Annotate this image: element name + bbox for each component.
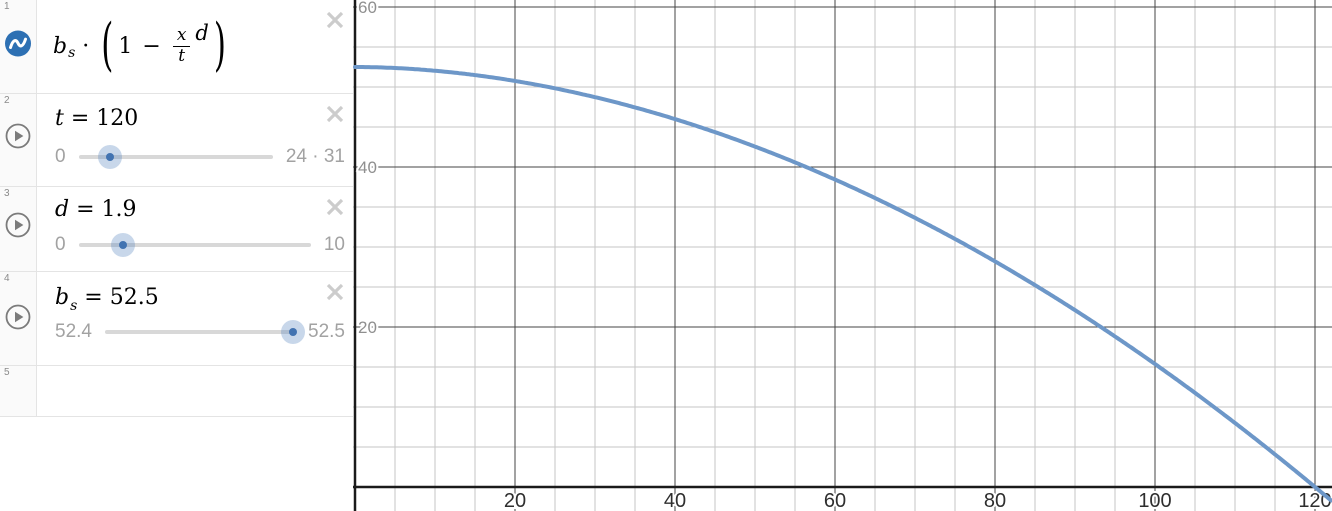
x-axis-tick-label: 120 <box>1298 490 1331 511</box>
slider-handle[interactable] <box>280 320 305 344</box>
math-operator-minus: − <box>142 34 161 59</box>
slider-row-content[interactable]: bs = 52.5 52.4 52.5 <box>37 272 353 365</box>
desmos-curve-icon[interactable] <box>5 30 32 62</box>
slider-d: 0 10 <box>55 227 345 263</box>
y-axis-tick-label: 60 <box>358 0 377 17</box>
expression-gutter-1[interactable]: 1 <box>0 0 37 93</box>
equals-sign: = <box>76 197 95 222</box>
expression-gutter-3[interactable]: 3 <box>0 187 37 271</box>
slider-min-label[interactable]: 52.4 <box>55 321 92 342</box>
function-curve[interactable] <box>353 65 1332 503</box>
slider-row-content[interactable]: d = 1.9 0 10 <box>37 187 353 271</box>
play-icon[interactable] <box>5 123 31 154</box>
slider-handle[interactable] <box>110 233 135 257</box>
slider-value: 1.9 <box>101 197 137 222</box>
close-icon[interactable] <box>324 197 346 219</box>
fraction-numerator: x <box>172 26 191 47</box>
play-icon[interactable] <box>5 212 31 243</box>
expression-row-3: 3 d = 1.9 0 <box>0 187 353 272</box>
slider-value: 120 <box>96 106 139 131</box>
expression-row-5[interactable]: 5 <box>0 366 353 417</box>
x-axis-tick-label: 60 <box>824 490 846 511</box>
equals-sign: = <box>70 106 90 131</box>
row-number: 1 <box>4 1 10 12</box>
close-icon[interactable] <box>324 104 346 126</box>
variable-definition[interactable]: bs = 52.5 <box>55 285 345 314</box>
math-fraction: x t <box>172 26 191 66</box>
slider-handle[interactable] <box>97 145 122 169</box>
slider-max-label[interactable]: 24 · 31 <box>285 146 345 167</box>
slider-track[interactable] <box>104 320 305 344</box>
slider-track[interactable] <box>78 145 273 169</box>
slider-t: 0 24 · 31 <box>55 139 345 175</box>
slider-min-label[interactable]: 0 <box>55 146 66 167</box>
slider-b-s: 52.4 52.5 <box>55 314 345 350</box>
expression-gutter-4[interactable]: 4 <box>0 272 37 365</box>
slider-variable: t <box>55 106 64 131</box>
row-number: 2 <box>4 95 10 106</box>
expression-gutter-5: 5 <box>0 366 37 416</box>
slider-variable: b <box>55 285 70 310</box>
x-axis-tick-label: 40 <box>664 490 686 511</box>
y-axis-tick-label: 40 <box>358 158 377 177</box>
row-number: 4 <box>4 273 10 284</box>
open-paren: ( <box>101 12 114 79</box>
expression-row-4: 4 bs = 52.5 52.4 <box>0 272 353 366</box>
x-axis-tick-label: 100 <box>1138 490 1171 511</box>
math-operator-dot: · <box>82 34 90 59</box>
row-number: 3 <box>4 188 10 199</box>
close-paren: ) <box>213 12 226 79</box>
slider-track[interactable] <box>78 233 311 257</box>
variable-definition[interactable]: t = 120 <box>55 106 345 131</box>
math-exponent: d <box>195 20 209 45</box>
play-icon[interactable] <box>5 304 31 335</box>
slider-variable: d <box>55 197 70 222</box>
slider-value: 52.5 <box>109 285 159 310</box>
slider-min-label[interactable]: 0 <box>55 234 66 255</box>
expression-row-2: 2 t = 120 0 <box>0 94 353 187</box>
slider-row-content[interactable]: t = 120 0 24 · 31 <box>37 94 353 186</box>
slider-max-label[interactable]: 52.5 <box>308 321 345 342</box>
fraction-denominator: t <box>178 46 186 66</box>
variable-definition[interactable]: d = 1.9 <box>55 197 345 222</box>
close-icon[interactable] <box>324 10 346 32</box>
graph-paper[interactable]: 20 40 60 80 100 120 20 40 60 <box>353 0 1332 511</box>
x-axis-tick-label: 80 <box>984 490 1006 511</box>
slider-variable-subscript: s <box>70 298 78 314</box>
empty-expression-field[interactable] <box>37 366 353 416</box>
math-subscript: s <box>68 44 76 61</box>
close-icon[interactable] <box>324 282 346 304</box>
x-axis-tick-label: 20 <box>504 490 526 511</box>
row-number: 5 <box>4 367 10 378</box>
y-axis-tick-label: 20 <box>358 318 377 337</box>
expression-gutter-2[interactable]: 2 <box>0 94 37 186</box>
graph-canvas[interactable]: 20 40 60 80 100 120 20 40 60 <box>353 0 1332 511</box>
math-variable: b <box>53 34 68 59</box>
math-number: 1 <box>118 34 133 59</box>
equals-sign: = <box>84 285 103 310</box>
slider-max-label[interactable]: 10 <box>323 234 345 255</box>
